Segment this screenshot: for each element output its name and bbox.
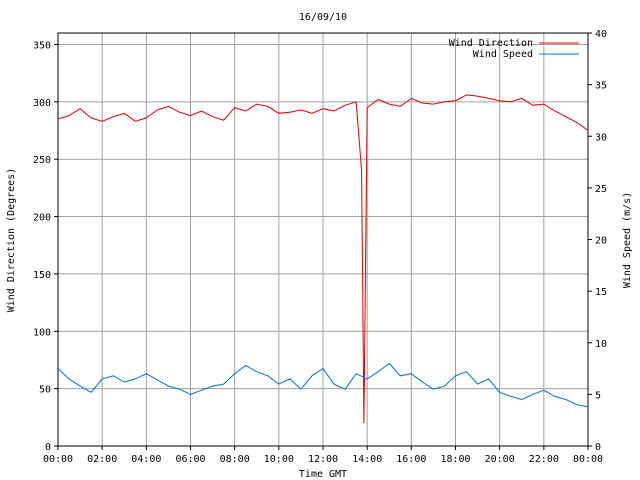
x-axis-ticks: 00:00 02:00 04:00 06:00 08:00 10:00 12:00 14:00… [43, 446, 603, 465]
y-left-tick-label: 100 [33, 327, 51, 338]
y-right-tick-label: 30 [595, 132, 607, 143]
x-tick-label: 04:00 [131, 454, 161, 465]
x-tick-label: 08:00 [220, 454, 250, 465]
y-right-tick-label: 10 [595, 339, 607, 350]
x-tick-label: 14:00 [352, 454, 382, 465]
y-right-tick-label: 40 [595, 29, 607, 40]
chart-title: 16/09/10 [299, 12, 347, 23]
x-tick-label: 16:00 [396, 454, 426, 465]
y-right-tick-label: 25 [595, 184, 607, 195]
y-left-tick-label: 0 [45, 442, 51, 453]
grid-lines [58, 33, 588, 446]
x-tick-label: 20:00 [485, 454, 515, 465]
legend-label-wind-speed: Wind Speed [473, 49, 533, 60]
x-tick-label: 02:00 [87, 454, 117, 465]
legend-label-wind-direction: Wind Direction [449, 38, 533, 49]
y-right-tick-label: 0 [595, 442, 601, 453]
y-right-tick-label: 35 [595, 81, 607, 92]
y-right-axis-ticks: 0 5 10 15 20 25 30 35 40 [588, 29, 607, 453]
x-axis-title: Time GMT [299, 469, 347, 480]
y-left-axis-ticks: 0 50 100 150 200 250 300 350 [33, 40, 58, 453]
y-left-tick-label: 350 [33, 40, 51, 51]
y-left-tick-label: 300 [33, 98, 51, 109]
x-tick-label: 22:00 [529, 454, 559, 465]
series-lines [57, 94, 589, 424]
legend: Wind Direction Wind Speed [449, 38, 579, 60]
x-tick-label: 12:00 [308, 454, 338, 465]
y-left-tick-label: 50 [39, 385, 51, 396]
series-line-wind-speed [57, 362, 589, 408]
y-right-tick-label: 5 [595, 390, 601, 401]
x-tick-label: 10:00 [264, 454, 294, 465]
y-left-tick-label: 200 [33, 213, 51, 224]
y-left-tick-label: 150 [33, 270, 51, 281]
y-right-tick-label: 15 [595, 287, 607, 298]
series-line-wind-direction [57, 94, 589, 424]
x-tick-label: 00:00 [43, 454, 73, 465]
x-tick-label: 06:00 [175, 454, 205, 465]
x-tick-label: 00:00 [573, 454, 603, 465]
y-right-axis-title: Wind Speed (m/s) [622, 192, 633, 288]
y-right-tick-label: 20 [595, 236, 607, 247]
y-left-tick-label: 250 [33, 155, 51, 166]
x-tick-label: 18:00 [440, 454, 470, 465]
y-left-axis-title: Wind Direction (Degrees) [6, 168, 17, 313]
